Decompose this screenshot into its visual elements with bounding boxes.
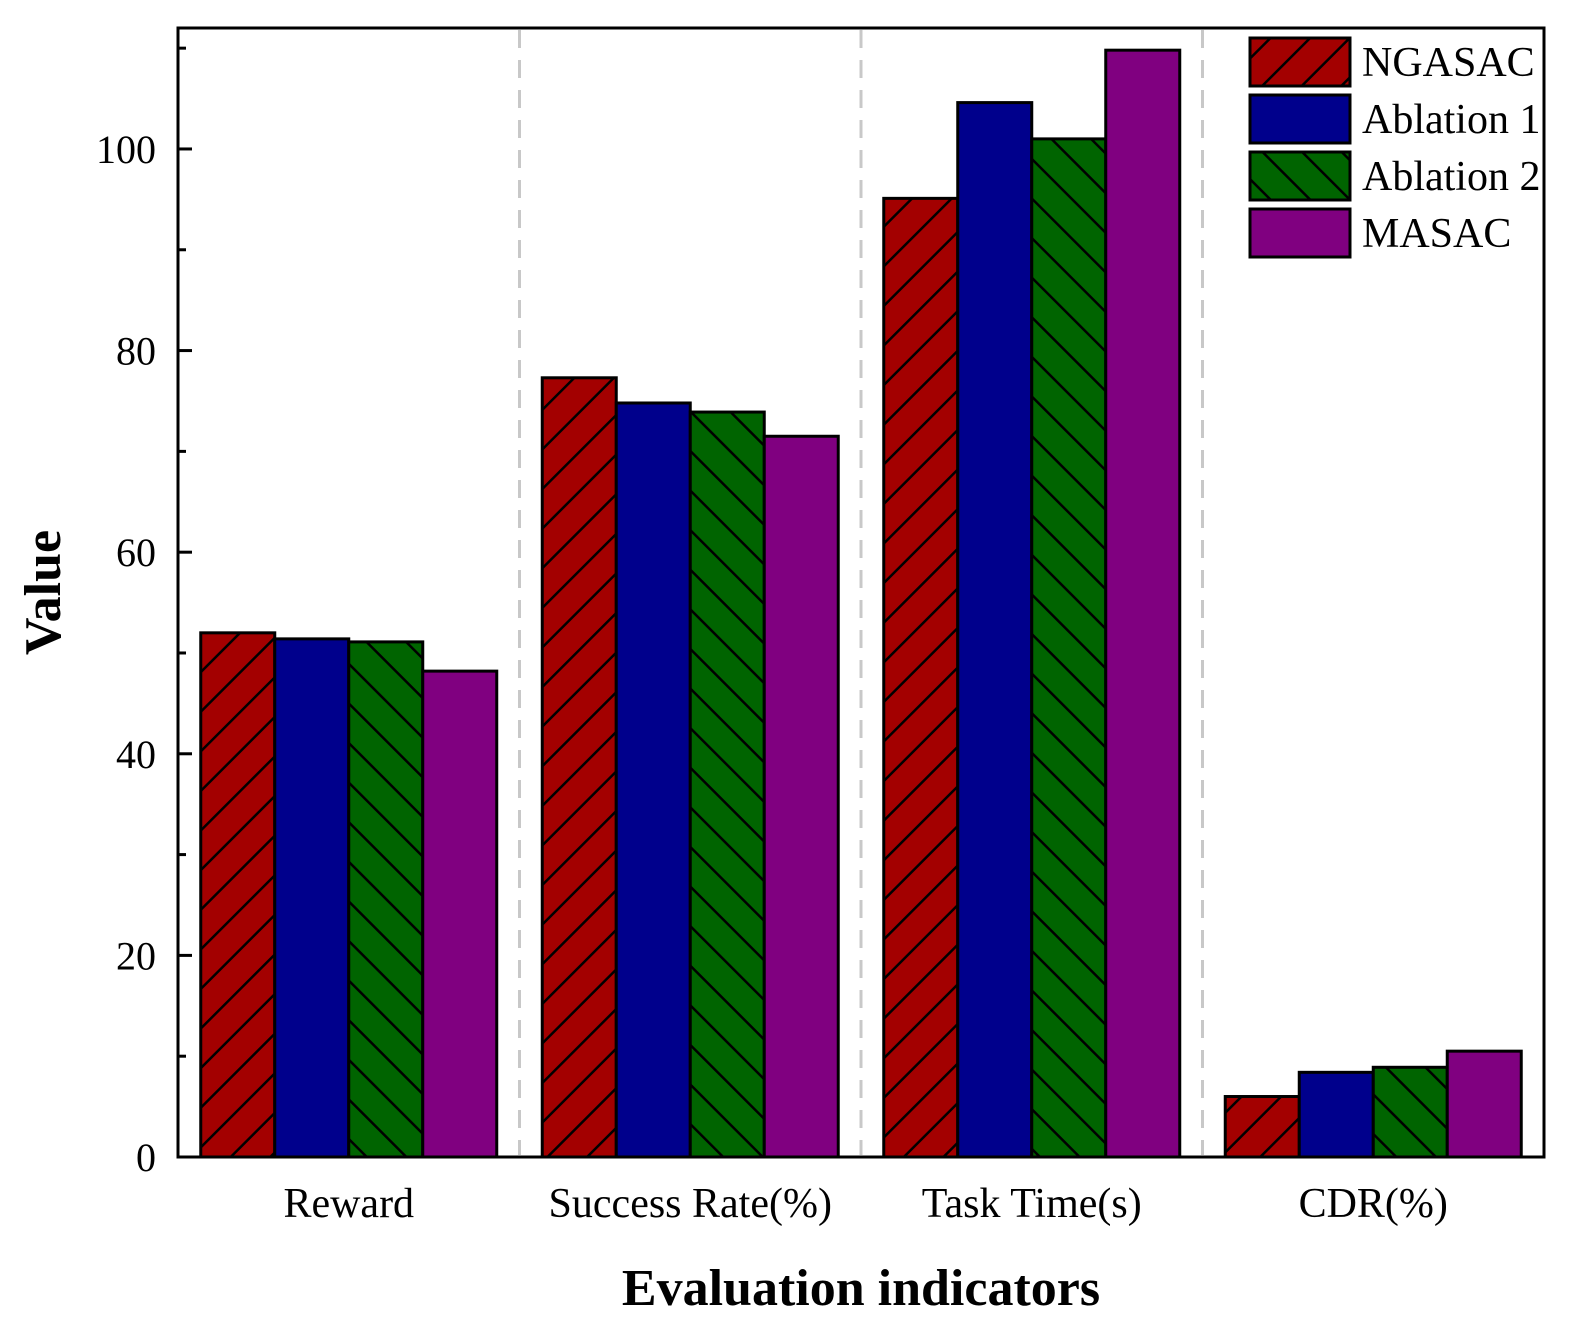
legend-label: NGASAC [1362,40,1535,86]
bar-ngasac [882,196,960,1159]
y-tick-label: 80 [116,329,156,374]
legend-item-masac: MASAC [1248,207,1511,259]
bar-ablation-2 [347,640,425,1159]
x-tick-label: Success Rate(%) [549,1181,832,1227]
bar-ngasac [1223,1095,1301,1159]
bar-masac [762,434,840,1159]
legend-swatch [1248,207,1352,259]
y-tick-label: 100 [96,127,156,172]
bar-masac [1445,1049,1523,1159]
x-tick-label: Reward [283,1181,414,1227]
bar-ablation-1 [1297,1070,1375,1159]
y-axis: 0 20 40 60 80 100 [96,46,192,1180]
y-tick-label: 0 [136,1135,156,1180]
legend-item-ablation-1: Ablation 1 [1248,93,1540,145]
legend-swatch [1248,93,1352,145]
x-tick-label: CDR(%) [1299,1181,1448,1227]
bar-ablation-2 [1030,137,1108,1159]
legend-label: Ablation 2 [1362,154,1540,200]
plot-frame [176,26,1546,1159]
legend-label: MASAC [1362,211,1511,257]
bar-masac [1104,48,1182,1159]
bar-ablation-1 [956,101,1034,1159]
y-tick-label: 20 [116,933,156,978]
bar-ngasac [540,376,618,1159]
x-tick-label: Task Time(s) [922,1181,1142,1227]
legend: NGASAC Ablation 1 Ablation 2 MASAC [1248,36,1540,259]
bar-masac [421,669,499,1159]
y-tick-label: 40 [116,732,156,777]
legend-label: Ablation 1 [1362,97,1540,143]
legend-item-ablation-2: Ablation 2 [1248,150,1540,202]
bar-ngasac [199,631,277,1159]
y-tick-label: 60 [116,530,156,575]
y-axis-title: Value [15,530,72,655]
legend-item-ngasac: NGASAC [1248,36,1535,88]
x-axis: Reward Success Rate(%) Task Time(s) CDR(%) [283,1181,1447,1227]
legend-swatch [1248,150,1352,202]
category-separators [518,30,1204,1155]
bar-ablation-2 [1371,1065,1449,1159]
bars-group [199,48,1523,1159]
x-axis-title: Evaluation indicators [622,1260,1100,1317]
bar-ablation-1 [273,637,351,1159]
bar-ablation-1 [614,401,692,1159]
bar-ablation-2 [688,410,766,1159]
legend-swatch [1248,36,1352,88]
